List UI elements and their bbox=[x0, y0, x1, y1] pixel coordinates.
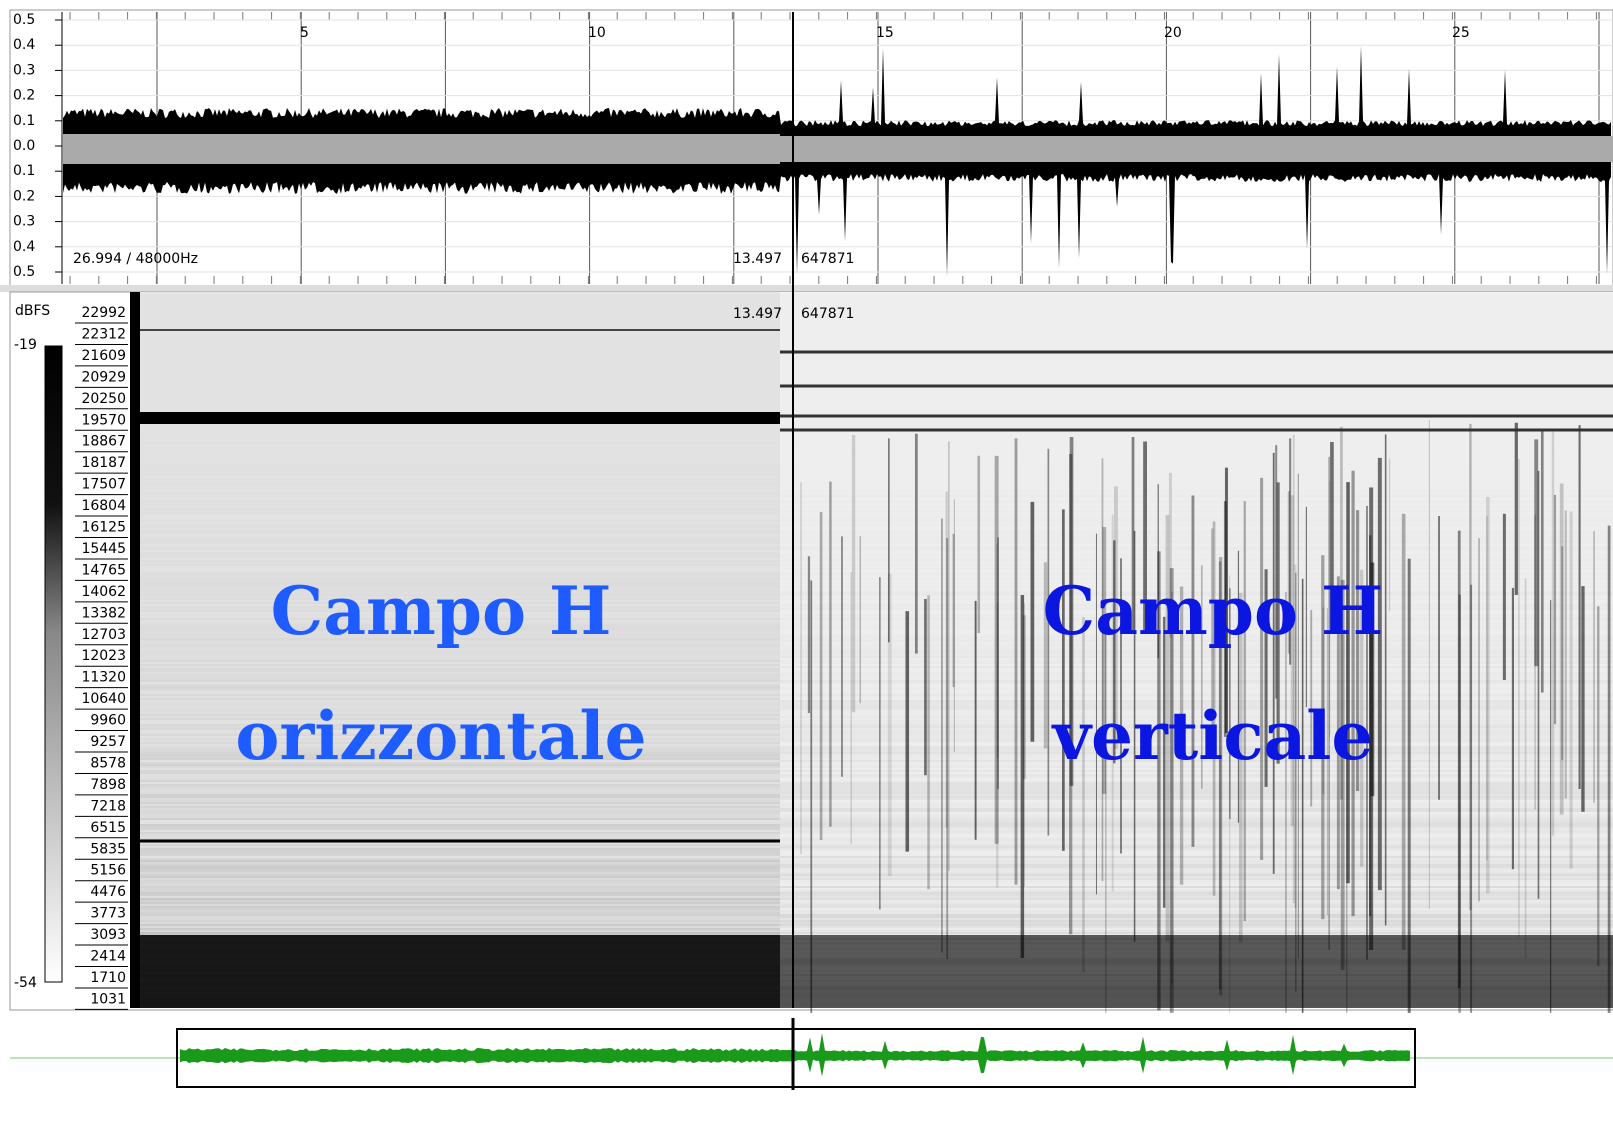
frequency-axis bbox=[75, 302, 130, 1008]
waveform: 0.5 0.4 0.3 0.2 0.1 0.0 0.1 0.2 0.3 0.4 0.5 5 10 15 20… bbox=[13, 12, 1613, 284]
overview-viewport[interactable] bbox=[176, 1028, 1416, 1088]
frequency-label: 5156 bbox=[90, 863, 126, 879]
tone bbox=[140, 412, 780, 424]
amplitude-label: 0.5 bbox=[13, 12, 35, 28]
time-label: 5 bbox=[300, 25, 309, 41]
level-max: -19 bbox=[14, 337, 37, 353]
frequency-label: 10640 bbox=[81, 691, 126, 707]
time-label: 10 bbox=[588, 25, 606, 41]
unit-label: dBFS bbox=[15, 303, 50, 319]
frequency-label: 13382 bbox=[81, 605, 126, 621]
colorbar bbox=[44, 345, 63, 983]
frequency-axis-edge bbox=[130, 292, 140, 1008]
splitter bbox=[0, 285, 1613, 292]
frequency-label: 22312 bbox=[81, 326, 126, 342]
frequency-label: 20250 bbox=[81, 391, 126, 407]
annotation: Campo H bbox=[1043, 572, 1384, 650]
amplitude-label: 0.1 bbox=[13, 113, 35, 129]
frequency-label: 6515 bbox=[90, 820, 126, 836]
frequency-label: 8578 bbox=[90, 755, 126, 771]
amplitude-label: 0.4 bbox=[13, 37, 35, 53]
frequency-label: 7898 bbox=[90, 777, 126, 793]
frequency-label: 16804 bbox=[81, 498, 126, 514]
amplitude-label: 0.1 bbox=[13, 163, 35, 179]
amplitude-label: 0.5 bbox=[13, 264, 35, 280]
amplitude-label: 0.2 bbox=[13, 88, 35, 104]
frequency-label: 19570 bbox=[81, 412, 126, 428]
annotation: Campo H bbox=[271, 572, 612, 650]
frequency-label: 18187 bbox=[81, 455, 126, 471]
frequency-label: 17507 bbox=[81, 477, 126, 493]
frequency-label: 14765 bbox=[81, 562, 126, 578]
amplitude-label: 0.3 bbox=[13, 62, 35, 78]
frequency-label: 1710 bbox=[90, 970, 126, 986]
cursor-sample: 647871 bbox=[801, 306, 854, 322]
time-label: 15 bbox=[876, 25, 894, 41]
frequency-label: 1031 bbox=[90, 991, 126, 1007]
spectrogram-left-low bbox=[140, 935, 780, 1008]
frequency-label: 2414 bbox=[90, 949, 126, 965]
overview-envelope bbox=[180, 1033, 1410, 1077]
frequency-label: 20929 bbox=[81, 369, 126, 385]
frequency-label: 4476 bbox=[90, 884, 126, 900]
cursor-time: 13.497 bbox=[733, 306, 782, 322]
amplitude-label: 0.2 bbox=[13, 188, 35, 204]
frequency-label: 14062 bbox=[81, 584, 126, 600]
frequency-label: 3773 bbox=[90, 906, 126, 922]
frequency-label: 7218 bbox=[90, 798, 126, 814]
time-label: 25 bbox=[1452, 25, 1470, 41]
frequency-label: 3093 bbox=[90, 927, 126, 943]
frequency-label: 22992 bbox=[81, 305, 126, 321]
spectrogram-right-low bbox=[780, 935, 1613, 1008]
waveform-rms bbox=[780, 136, 1613, 162]
time-label: 20 bbox=[1164, 25, 1182, 41]
amplitude-label: 0.0 bbox=[13, 138, 35, 154]
overview-waveform bbox=[180, 1033, 1410, 1077]
amplitude-label: 0.3 bbox=[13, 214, 35, 230]
waveform-rms bbox=[63, 134, 780, 164]
frequency-label: 12703 bbox=[81, 627, 126, 643]
spectrogram: 22992 22312 21609 20929 20250 19570 18867 18187… bbox=[45, 292, 1613, 1094]
frequency-label: 11320 bbox=[81, 670, 126, 686]
cursor-sample: 647871 bbox=[801, 251, 854, 267]
spectrogram-left bbox=[140, 292, 780, 1008]
frequency-label: 5835 bbox=[90, 841, 126, 857]
level-min: -54 bbox=[14, 975, 37, 991]
sample-rate: 26.994 / 48000Hz bbox=[73, 251, 198, 267]
frequency-label: 15445 bbox=[81, 541, 126, 557]
amplitude-label: 0.4 bbox=[13, 239, 35, 255]
frequency-label: 21609 bbox=[81, 348, 126, 364]
frequency-label: 12023 bbox=[81, 648, 126, 664]
annotation: verticale bbox=[1051, 697, 1374, 775]
frequency-label: 9257 bbox=[90, 734, 126, 750]
frequency-label: 18867 bbox=[81, 434, 126, 450]
frequency-label: 16125 bbox=[81, 520, 126, 536]
cursor-time: 13.497 bbox=[733, 251, 782, 267]
spectrogram-right bbox=[780, 292, 1613, 1008]
annotation: orizzontale bbox=[235, 697, 646, 775]
frequency-label: 9960 bbox=[90, 713, 126, 729]
